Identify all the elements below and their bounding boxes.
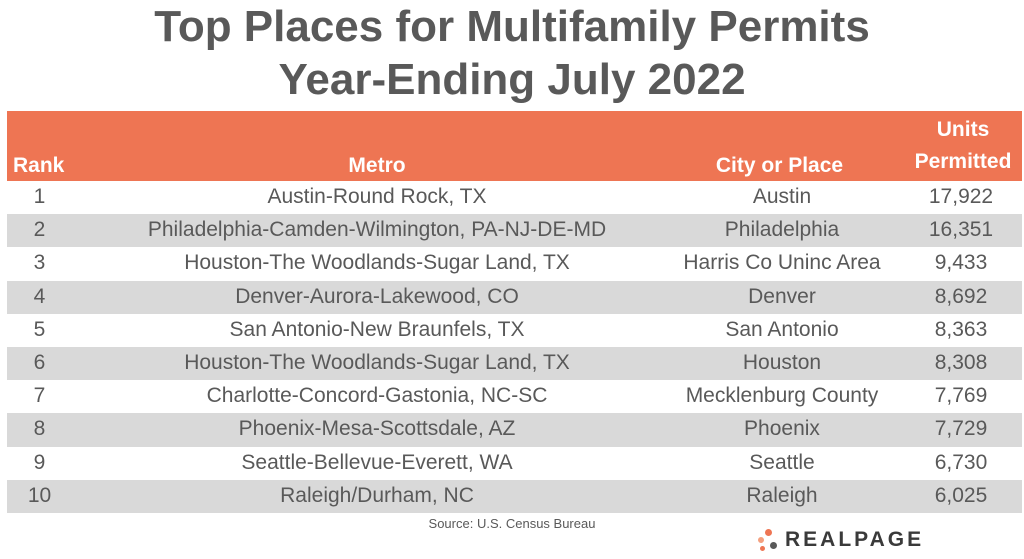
permits-table: Rank Metro City or Place Units Permitted… [7,111,1022,513]
header-units: Units Permitted [904,114,1022,178]
table-row: 9 Seattle-Bellevue-Everett, WA Seattle 6,73… [7,447,1022,480]
cell-city: Houston [742,350,822,374]
header-metro: Metro [348,154,406,177]
cell-metro: Raleigh/Durham, NC [280,483,474,507]
cell-units: 7,729 [934,417,988,441]
cell-units: 16,351 [928,218,994,242]
table-row: 7 Charlotte-Concord-Gastonia, NC-SC Meckle… [7,380,1022,413]
realpage-dots-icon [757,529,779,551]
cell-metro: Houston-The Woodlands-Sugar Land, TX [184,251,570,275]
cell-city: San Antonio [725,317,839,341]
table-row: 4 Denver-Aurora-Lakewood, CO Denver 8,692 [7,280,1022,314]
chart-title-line1: Top Places for Multifamily Permits [154,2,870,51]
cell-units: 8,308 [934,350,988,374]
cell-rank: 9 [33,450,46,474]
cell-rank: 4 [33,284,46,308]
cell-metro: Houston-The Woodlands-Sugar Land, TX [184,350,570,374]
cell-rank: 3 [33,251,46,275]
cell-rank: 7 [33,384,46,408]
source-note: Source: U.S. Census Bureau [428,516,596,531]
table-row: 6 Houston-The Woodlands-Sugar Land, TX Hou… [7,346,1022,381]
cell-rank: 5 [33,317,46,341]
cell-units: 9,433 [934,251,988,275]
cell-city: Austin [752,185,812,208]
table-row: 5 San Antonio-New Braunfels, TX San Antoni… [7,314,1022,347]
realpage-logo: REALPAGE [757,528,924,552]
table-body: 1 Austin-Round Rock, TX Austin 17,922 2 Phila… [7,181,1022,513]
table-row: 2 Philadelphia-Camden-Wilmington, PA-NJ-D… [7,214,1022,248]
cell-units: 6,025 [934,483,988,507]
cell-city: Phoenix [744,417,820,441]
cell-units: 17,922 [928,185,994,208]
realpage-logo-text: REALPAGE [785,528,925,551]
cell-city: Harris Co Uninc Area [683,251,881,275]
cell-metro: Charlotte-Concord-Gastonia, NC-SC [206,384,548,408]
table-row: 8 Phoenix-Mesa-Scottsdale, AZ Phoenix 7,729 [7,413,1022,447]
cell-units: 8,692 [934,284,988,308]
cell-metro: Seattle-Bellevue-Everett, WA [241,450,513,474]
cell-rank: 6 [33,350,46,374]
cell-metro: Philadelphia-Camden-Wilmington, PA-NJ-DE… [147,218,607,242]
chart-title-line2: Year-Ending July 2022 [278,55,746,104]
cell-city: Mecklenburg County [685,384,879,408]
cell-units: 7,769 [934,384,988,408]
cell-rank: 1 [33,185,46,208]
table-row: 10 Raleigh/Durham, NC Raleigh 6,025 [7,479,1022,513]
cell-metro: Denver-Aurora-Lakewood, CO [235,284,519,308]
cell-city: Denver [748,284,816,308]
cell-rank: 8 [33,417,46,441]
table-row: 1 Austin-Round Rock, TX Austin 17,922 [7,181,1022,214]
table-header: Rank Metro City or Place Units Permitted [7,111,1022,181]
cell-city: Raleigh [746,483,818,507]
cell-city: Philadelphia [724,218,840,242]
cell-rank: 10 [27,483,52,507]
cell-units: 8,363 [934,317,988,341]
header-units-line1: Units [936,118,990,141]
cell-city: Seattle [749,450,815,474]
cell-units: 6,730 [934,450,988,474]
cell-metro: Austin-Round Rock, TX [267,185,487,208]
cell-metro: Phoenix-Mesa-Scottsdale, AZ [238,417,516,441]
cell-metro: San Antonio-New Braunfels, TX [229,317,525,341]
header-rank: Rank [13,154,65,177]
table-row: 3 Houston-The Woodlands-Sugar Land, TX Har… [7,247,1022,280]
cell-rank: 2 [33,218,46,242]
header-units-line2: Permitted [914,150,1012,173]
header-city: City or Place [715,154,844,177]
